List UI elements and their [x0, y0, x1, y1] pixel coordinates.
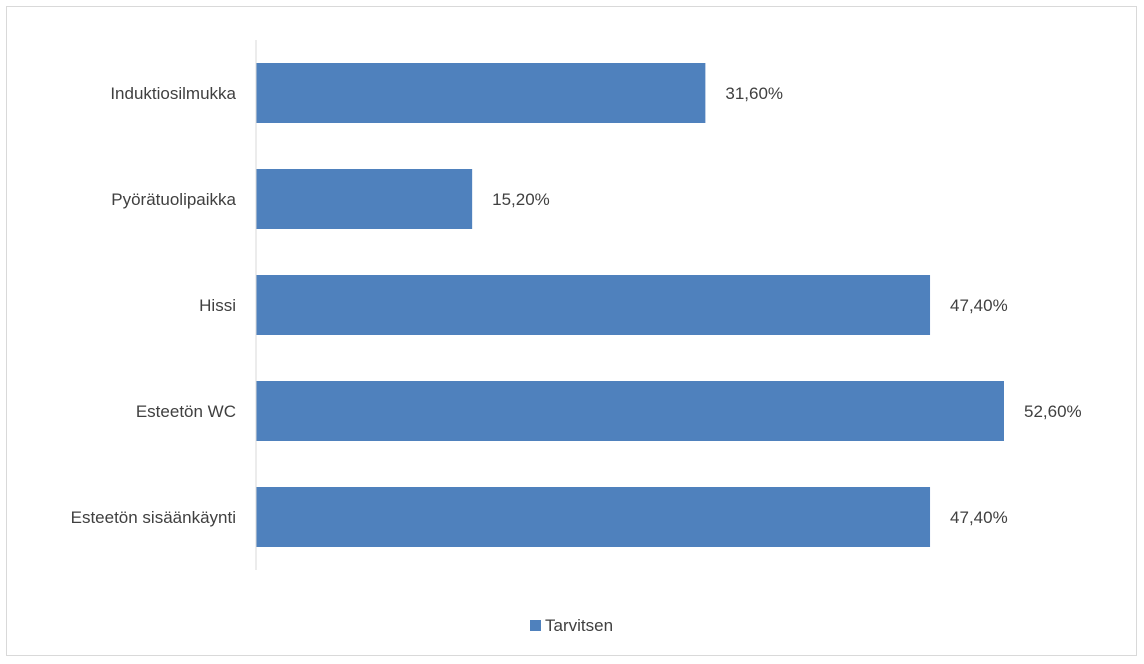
category-label-1: Pyörätuolipaikka [111, 190, 236, 209]
bars-layer [256, 63, 1004, 547]
bar-4 [256, 487, 931, 547]
value-label-2: 47,40% [950, 296, 1008, 315]
category-label-0: Induktiosilmukka [110, 84, 236, 103]
legend: Tarvitsen [530, 616, 613, 635]
category-label-3: Esteetön WC [136, 402, 236, 421]
bar-3 [256, 381, 1004, 441]
value-label-0: 31,60% [725, 84, 783, 103]
category-label-2: Hissi [199, 296, 236, 315]
value-labels: 31,60% 15,20% 47,40% 52,60% 47,40% [492, 84, 1082, 527]
category-label-4: Esteetön sisäänkäynti [71, 508, 236, 527]
bar-1 [256, 169, 473, 229]
legend-swatch [530, 620, 541, 631]
bar-0 [256, 63, 706, 123]
bar-2 [256, 275, 931, 335]
category-labels: Induktiosilmukka Pyörätuolipaikka Hissi Est… [71, 84, 237, 527]
value-label-3: 52,60% [1024, 402, 1082, 421]
value-label-4: 47,40% [950, 508, 1008, 527]
value-label-1: 15,20% [492, 190, 550, 209]
legend-label: Tarvitsen [545, 616, 613, 635]
